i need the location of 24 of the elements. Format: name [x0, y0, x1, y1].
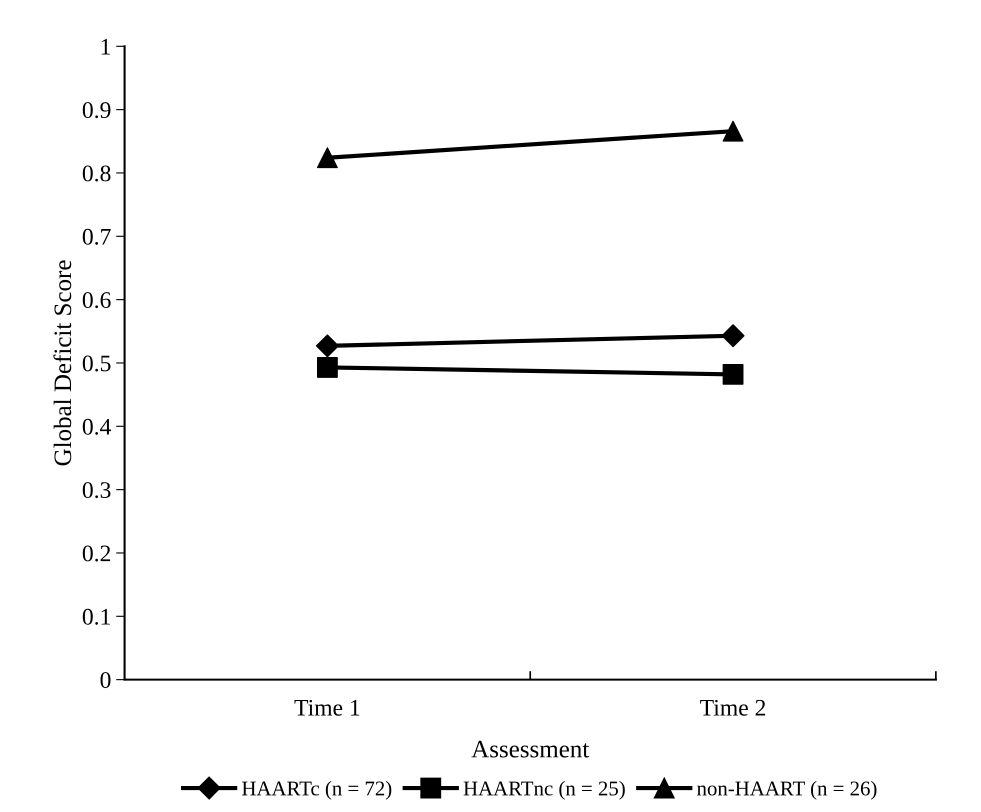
point [316, 334, 339, 358]
point [316, 147, 338, 168]
y-tick-label: 0.3 [82, 482, 110, 498]
y-tick-label: 0.2 [82, 545, 110, 562]
x-tick-label: Time 2 [700, 700, 766, 716]
y-tick-label: 0.6 [82, 292, 111, 308]
point [722, 364, 744, 385]
y-tick-label: 0 [100, 672, 110, 688]
point [316, 356, 338, 378]
y-tick-label: 0.4 [82, 418, 112, 435]
point [722, 120, 744, 142]
x-axis-title: Assessment [471, 740, 590, 758]
y-tick-label: 0.7 [82, 228, 111, 245]
legend-label: HAARTnc (n = 25) [464, 780, 625, 800]
y-tick-label: 1 [102, 38, 110, 54]
x-tick-label: Time 1 [294, 700, 360, 716]
y-tick-label: 0.9 [82, 102, 110, 118]
y-tick-label: 0.5 [82, 355, 110, 372]
legend-label: HAARTc (n = 72) [242, 780, 392, 800]
y-tick-label: 0.1 [82, 608, 110, 625]
y-axis-title: Global Deficit Score [53, 260, 72, 466]
legend-label: non-HAART (n = 26) [697, 780, 876, 800]
point [722, 324, 745, 348]
y-tick-label: 0.8 [82, 165, 110, 182]
